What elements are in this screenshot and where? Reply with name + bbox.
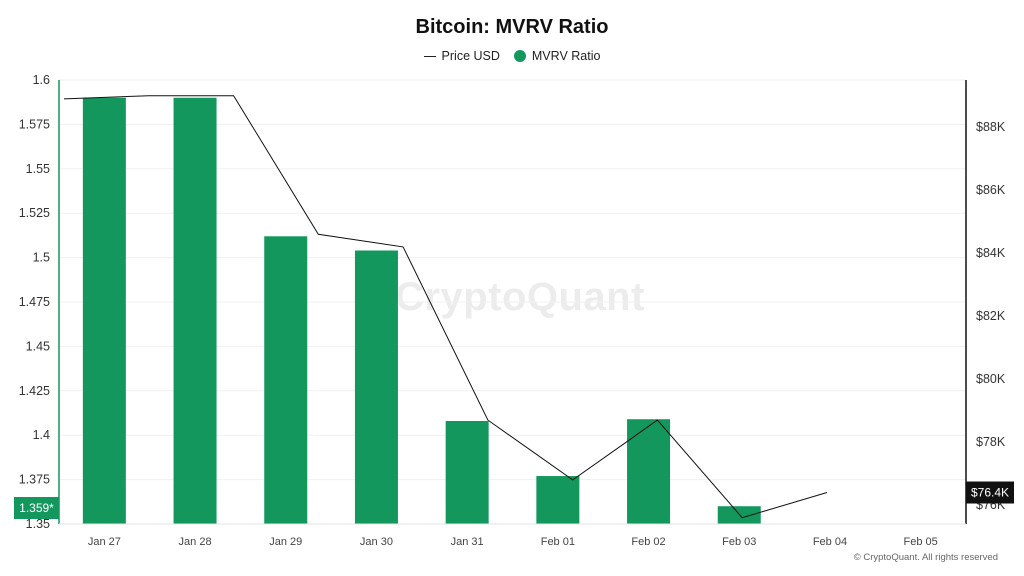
x-tick-label: Jan 30 (360, 536, 393, 548)
x-tick-label: Feb 01 (541, 536, 575, 548)
y-left-tick-label: 1.35 (26, 517, 50, 531)
y-left-tick-label: 1.425 (19, 384, 50, 398)
y-right-tick-label: $82K (976, 309, 1006, 323)
copyright-text: © CryptoQuant. All rights reserved (853, 552, 998, 563)
y-right-tick-label: $86K (976, 183, 1006, 197)
mvrv-bar (445, 420, 489, 524)
legend-item-mvrv[interactable]: MVRV Ratio (513, 49, 601, 63)
mvrv-bar (264, 236, 308, 524)
chart-title: Bitcoin: MVRV Ratio (415, 16, 609, 38)
x-tick-label: Feb 03 (722, 536, 756, 548)
mvrv-bar (173, 97, 217, 524)
x-tick-label: Jan 28 (179, 536, 212, 548)
y-left-tick-label: 1.375 (19, 473, 50, 487)
x-tick-label: Jan 29 (269, 536, 302, 548)
y-left-tick-label: 1.5 (33, 251, 50, 265)
y-left-tick-label: 1.575 (19, 117, 50, 131)
y-left-tick-label: 1.475 (19, 295, 50, 309)
y-left-tick-label: 1.525 (19, 206, 50, 220)
legend-label-mvrv: MVRV Ratio (531, 49, 601, 63)
y-right-tick-label: $88K (976, 120, 1006, 134)
legend-label-price: Price USD (441, 49, 500, 63)
y-left-tick-label: 1.55 (26, 162, 50, 176)
legend-line-icon (423, 55, 436, 57)
legend: Price USD MVRV Ratio (0, 49, 1024, 63)
y-right-tick-label: $84K (976, 246, 1006, 260)
x-tick-label: Feb 05 (904, 536, 938, 548)
x-tick-label: Feb 04 (813, 536, 847, 548)
mvrv-bar (536, 476, 580, 524)
mvrv-bar (717, 506, 761, 524)
current-mvrv-label: 1.359* (19, 501, 54, 515)
x-tick-label: Jan 31 (451, 536, 484, 548)
mvrv-bar (627, 419, 671, 524)
y-right-tick-label: $80K (976, 372, 1006, 386)
price-line (63, 95, 828, 519)
y-left-tick-label: 1.6 (33, 73, 50, 87)
y-right-tick-label: $78K (976, 435, 1006, 449)
y-left-tick-label: 1.4 (33, 428, 50, 442)
x-tick-label: Jan 27 (88, 536, 121, 548)
current-price-label: $76.4K (971, 486, 1009, 500)
legend-dot-icon (513, 50, 526, 62)
y-left-tick-label: 1.45 (26, 339, 50, 353)
legend-item-price[interactable]: Price USD (423, 49, 500, 63)
current-mvrv-badge (14, 497, 59, 520)
mvrv-bar (354, 250, 398, 524)
mvrv-bar (82, 97, 126, 524)
current-price-badge (966, 481, 1014, 504)
x-tick-label: Feb 02 (631, 536, 665, 548)
